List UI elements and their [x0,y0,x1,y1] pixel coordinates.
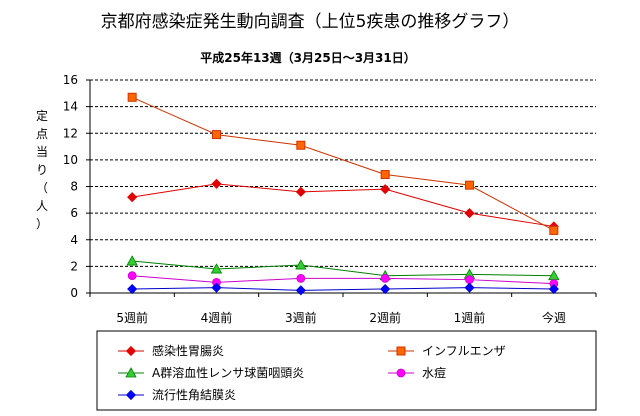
chart-title: 京都府感染症発生動向調査（上位5疾患の推移グラフ） [101,12,520,32]
series-line [132,260,554,277]
legend-box [96,330,597,411]
data-point [211,178,222,189]
series-1 [127,92,559,235]
y-tick-label: 2 [70,259,78,273]
data-point [548,283,559,295]
y-tick-label: 0 [70,286,78,300]
y-label-char: 当 [36,145,48,159]
x-tick-label: 2週前 [369,310,401,325]
data-point [127,283,138,295]
data-point [464,208,475,219]
series-line [132,183,554,227]
data-point [296,140,306,150]
y-tick-label: 6 [70,206,78,220]
y-label-char: 点 [36,127,48,141]
x-tick-label: 1週前 [454,310,486,325]
data-point [465,275,474,285]
data-point [295,186,306,197]
y-tick-label: 4 [70,233,78,247]
legend-label: 感染性胃腸炎 [152,343,224,358]
legend-entry-3: 水痘 [388,365,446,380]
y-label-char: ） [36,217,48,231]
data-point [549,225,559,235]
data-point [380,184,391,195]
data-point [127,192,138,203]
y-axis-ticks: 0 2 4 6 8 10 12 14 16 [63,73,90,300]
data-point [380,170,390,180]
x-tick-label: 5週前 [116,310,148,325]
data-point [127,92,137,102]
y-tick-label: 12 [63,126,78,140]
legend-label: A群溶血性レンサ球菌咽頭炎 [152,365,304,380]
y-label-char: （ [36,181,48,195]
series-2 [126,255,560,281]
series-line [131,96,555,231]
series-4 [127,282,559,296]
y-tick-label: 16 [63,73,78,87]
data-point [464,282,475,293]
data-point [380,283,391,295]
legend-marker [125,389,137,401]
data-point [296,273,306,283]
chart-subtitle: 平成25年13週（3月25日～3月31日） [200,50,416,65]
legend-entry-2: A群溶血性レンサ球菌咽頭炎 [118,365,304,380]
data-point [210,263,223,274]
data-point [126,255,138,266]
y-label-char: 定 [36,108,48,123]
series-layer [126,92,560,296]
data-point [127,271,137,281]
legend-marker [396,346,406,356]
data-point [212,130,221,140]
y-label-char: り [36,163,48,177]
y-label-char: 人 [36,199,48,213]
y-tick-label: 14 [63,100,78,114]
legend-label: 水痘 [422,365,446,380]
data-point [465,180,474,190]
y-tick-label: 8 [70,180,78,194]
gridlines [90,79,596,267]
legend-entry-0: 感染性胃腸炎 [118,343,224,358]
legend-label: インフルエンザ [422,344,506,358]
series-3 [127,271,559,289]
x-tick-label: 3週前 [285,310,317,325]
series-0 [127,178,559,232]
x-tick-label: 今週 [542,310,566,325]
data-point [295,259,307,270]
legend-entry-4: 流行性角結膜炎 [118,388,236,402]
legend-marker [125,345,137,357]
series-line [132,287,554,291]
x-axis-ticks: 5週前 4週前 3週前 2週前 1週前 今週 [89,293,597,325]
legend-label: 流行性角結膜炎 [152,388,236,402]
data-point [295,285,306,296]
legend-marker [396,368,406,378]
data-point [211,282,222,293]
y-tick-label: 10 [63,153,78,167]
legend-marker [125,367,137,378]
series-line [132,275,554,285]
legend-entry-1: インフルエンザ [388,344,506,358]
data-point [380,273,390,283]
x-tick-label: 4週前 [201,310,233,325]
